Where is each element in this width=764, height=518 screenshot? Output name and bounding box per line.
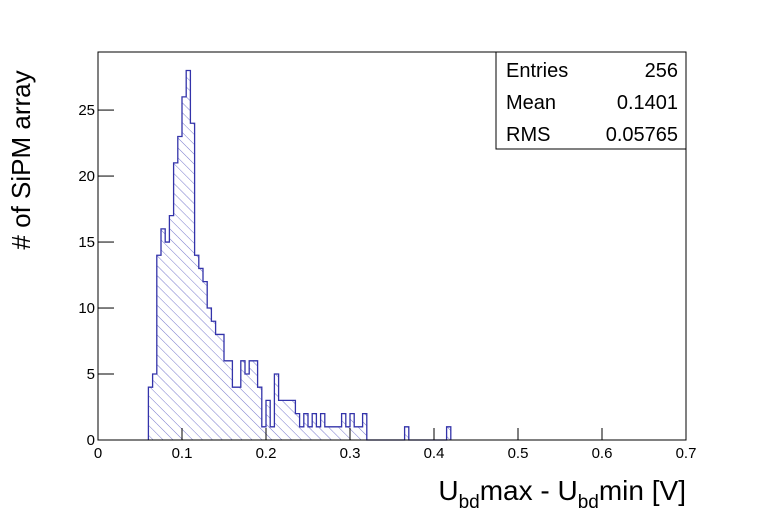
bar: [194, 255, 199, 440]
bar: [173, 162, 178, 440]
bar: [245, 374, 250, 440]
bar: [161, 228, 166, 440]
bar: [186, 70, 191, 440]
bar: [312, 413, 317, 440]
bar: [211, 321, 216, 440]
bar: [249, 360, 254, 440]
bar: [270, 426, 275, 440]
x-tick-label: 0.3: [340, 445, 361, 462]
bar: [341, 413, 346, 440]
bar: [177, 136, 182, 440]
x-tick-label: 0.1: [172, 445, 193, 462]
bar: [152, 374, 157, 440]
bar: [291, 400, 296, 440]
bar: [274, 374, 279, 440]
bar: [228, 360, 233, 440]
y-tick-label: 0: [87, 432, 95, 449]
stats-value: 0.05765: [606, 124, 678, 146]
bar: [303, 413, 308, 440]
bar: [308, 426, 313, 440]
bar: [215, 334, 220, 440]
bar: [266, 400, 271, 440]
bar: [299, 426, 304, 440]
y-tick-label: 15: [78, 234, 95, 251]
bar: [253, 360, 258, 440]
stats-label: Entries: [506, 60, 568, 82]
bar: [446, 426, 451, 440]
bar: [354, 426, 359, 440]
y-axis-label: # of SiPM array: [6, 70, 36, 249]
x-axis-label: Ubdmax - Ubdmin [V]: [438, 475, 686, 513]
bar: [345, 426, 350, 440]
bar: [261, 426, 266, 440]
x-axis-label-part: max - U: [480, 475, 578, 506]
x-tick-label: 0.5: [508, 445, 529, 462]
stats-label: Mean: [506, 92, 556, 114]
bar: [203, 281, 208, 440]
bar: [287, 400, 292, 440]
y-tick-label: 10: [78, 300, 95, 317]
bar: [240, 360, 245, 440]
bar: [219, 334, 224, 440]
bar: [362, 413, 367, 440]
bar: [324, 426, 329, 440]
bar: [190, 123, 195, 440]
bar: [278, 400, 283, 440]
x-tick-label: 0: [94, 445, 102, 462]
bar: [207, 308, 212, 440]
x-axis-label-part: bd: [459, 492, 480, 513]
x-axis-label-part: bd: [578, 492, 599, 513]
stats-value: 0.1401: [617, 92, 678, 114]
bar: [156, 255, 161, 440]
bar: [282, 400, 287, 440]
bar: [236, 387, 241, 440]
bar: [257, 387, 262, 440]
bar: [316, 426, 321, 440]
bar: [350, 413, 355, 440]
bar: [358, 426, 363, 440]
stats-value: 256: [645, 60, 678, 82]
stats-box: [495, 51, 687, 150]
bar: [224, 360, 229, 440]
bar: [320, 413, 325, 440]
y-tick-label: 20: [78, 168, 95, 185]
bar: [295, 413, 300, 440]
x-tick-label: 0.6: [592, 445, 613, 462]
bar: [165, 242, 170, 440]
x-tick-label: 0.4: [424, 445, 445, 462]
bar: [232, 387, 237, 440]
bar: [337, 426, 342, 440]
bar: [329, 426, 334, 440]
x-axis-label-part: U: [438, 475, 458, 506]
bar: [333, 426, 338, 440]
y-tick-label: 5: [87, 366, 95, 383]
stats-label: RMS: [506, 124, 550, 146]
y-tick-label: 25: [78, 102, 95, 119]
bar: [182, 96, 187, 440]
x-tick-label: 0.7: [676, 445, 697, 462]
x-tick-label: 0.2: [256, 445, 277, 462]
bar: [148, 387, 153, 440]
bar: [169, 215, 174, 440]
plot-frame: [97, 51, 687, 441]
x-axis-label-part: min [V]: [599, 475, 686, 506]
bar: [198, 268, 203, 440]
bar: [404, 426, 409, 440]
